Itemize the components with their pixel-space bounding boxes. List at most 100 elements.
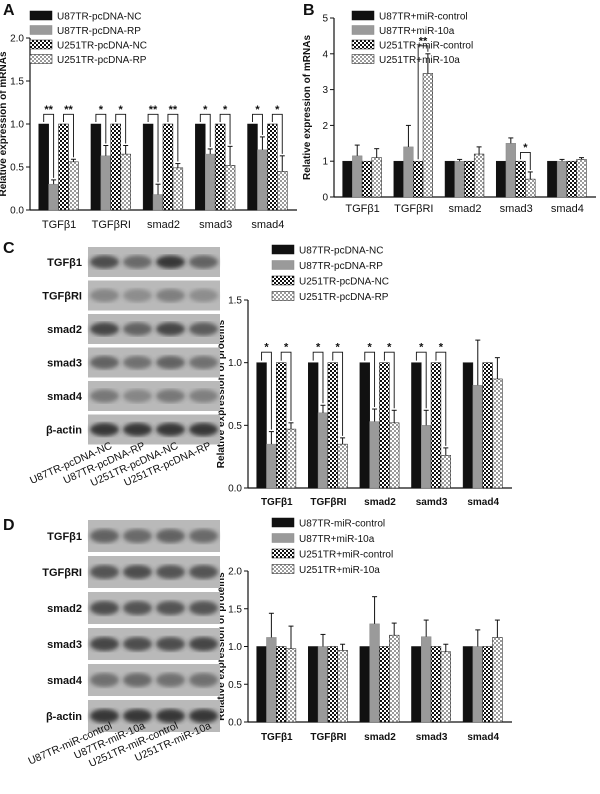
- bar: [369, 623, 380, 723]
- bar: [440, 651, 451, 723]
- significance-bracket: [364, 351, 376, 408]
- blot-band: [155, 708, 186, 724]
- panel-label-c: C: [3, 240, 15, 257]
- legend-swatch: [29, 39, 53, 50]
- x-tick-label: TGFβRI: [310, 732, 346, 743]
- significance-marker: *: [523, 142, 528, 154]
- legend-label: U87TR-pcDNA-RP: [57, 26, 141, 37]
- blot-band: [188, 528, 219, 544]
- legend-label: U251TR-pcDNA-RP: [299, 292, 389, 303]
- bar: [379, 646, 390, 723]
- blot-band: [155, 255, 186, 269]
- y-tick-label: 0.0: [228, 484, 242, 495]
- y-tick-label: 0.5: [10, 163, 24, 174]
- blot-band: [188, 564, 219, 580]
- legend-label: U87TR-pcDNA-NC: [299, 246, 383, 257]
- y-tick-label: 1.0: [228, 642, 242, 653]
- blot-band: [89, 528, 120, 544]
- y-tick-label: 1.0: [10, 120, 24, 131]
- bar: [152, 194, 164, 211]
- significance-bracket: [63, 113, 74, 158]
- bar: [482, 646, 493, 723]
- bar: [505, 143, 516, 198]
- blot-band: [155, 389, 186, 403]
- y-tick-label: 1.5: [228, 604, 242, 615]
- bar: [58, 123, 69, 211]
- bar: [224, 165, 236, 211]
- blot-band: [155, 672, 186, 688]
- blot-band: [188, 600, 219, 616]
- bar: [120, 153, 131, 211]
- blot-row-label: smad2: [47, 603, 82, 615]
- bar: [525, 178, 536, 198]
- significance-marker: **: [149, 104, 158, 116]
- x-tick-label: smad4: [467, 497, 499, 508]
- western-blot-d: TGFβ1TGFβRIsmad2smad3smad4β-actinU87TR-m…: [26, 520, 220, 770]
- significance-marker: *: [316, 342, 321, 354]
- bar: [172, 167, 184, 211]
- bar: [361, 160, 373, 198]
- bar: [256, 362, 267, 489]
- bar: [276, 646, 287, 723]
- bar: [430, 646, 442, 723]
- significance-bracket: [147, 113, 159, 183]
- significance-marker: **: [419, 35, 428, 47]
- bar: [492, 378, 503, 489]
- bar: [342, 160, 353, 198]
- blot-row-label: smad3: [47, 639, 82, 651]
- x-tick-label: TGFβ1: [261, 732, 293, 743]
- bar: [556, 160, 568, 198]
- legend-swatch: [271, 275, 295, 286]
- legend-swatch: [351, 10, 375, 21]
- blot-row-label: TGFβRI: [42, 567, 82, 579]
- significance-bracket: [435, 351, 447, 446]
- significance-bracket: [261, 351, 272, 430]
- panel-label-a: A: [3, 2, 15, 19]
- y-axis-label: Relative expression of proteins: [216, 319, 227, 468]
- y-tick-label: 0: [322, 193, 328, 204]
- blot-row-label: TGFβRI: [42, 291, 82, 303]
- significance-marker: *: [275, 104, 280, 116]
- bar: [492, 637, 503, 723]
- bar: [317, 412, 329, 489]
- x-tick-label: TGFβ1: [42, 219, 76, 231]
- legend-swatch: [271, 260, 295, 270]
- significance-bracket: [312, 351, 324, 404]
- significance-bracket: [167, 113, 179, 162]
- significance-bracket: [43, 113, 55, 178]
- blot-band: [122, 389, 153, 403]
- bar: [195, 123, 206, 211]
- bar: [68, 161, 79, 211]
- y-tick-label: 1.5: [10, 77, 24, 88]
- significance-marker: **: [64, 104, 73, 116]
- x-tick-label: smad2: [364, 497, 396, 508]
- bar: [327, 362, 338, 489]
- blot-row-label: β-actin: [46, 425, 82, 437]
- legend-swatch: [351, 54, 375, 64]
- blot-band: [122, 322, 153, 336]
- legend-label: U251TR-pcDNA-RP: [57, 55, 147, 66]
- significance-bracket: [332, 351, 344, 436]
- blot-band: [122, 600, 153, 616]
- significance-marker: *: [336, 342, 341, 354]
- blot-row-label: smad4: [47, 675, 83, 687]
- legend-swatch: [271, 517, 295, 528]
- bar: [38, 123, 49, 211]
- legend-label: U87TR+miR-10a: [379, 26, 455, 37]
- y-tick-label: 1.5: [228, 296, 242, 307]
- blot-row-label: smad4: [47, 391, 83, 403]
- bar: [472, 646, 483, 723]
- bar: [472, 384, 483, 489]
- bar: [495, 160, 507, 198]
- bar: [421, 425, 432, 489]
- y-tick-label: 0.0: [10, 206, 24, 217]
- x-tick-label: samd3: [416, 497, 448, 508]
- significance-bracket: [115, 113, 127, 144]
- bar: [393, 160, 404, 198]
- legend-swatch: [351, 39, 375, 50]
- blot-row-label: TGFβ1: [47, 531, 82, 543]
- bar: [257, 149, 268, 211]
- y-tick-label: 0.5: [228, 680, 242, 691]
- y-tick-label: 4: [322, 49, 328, 60]
- bar: [337, 650, 348, 723]
